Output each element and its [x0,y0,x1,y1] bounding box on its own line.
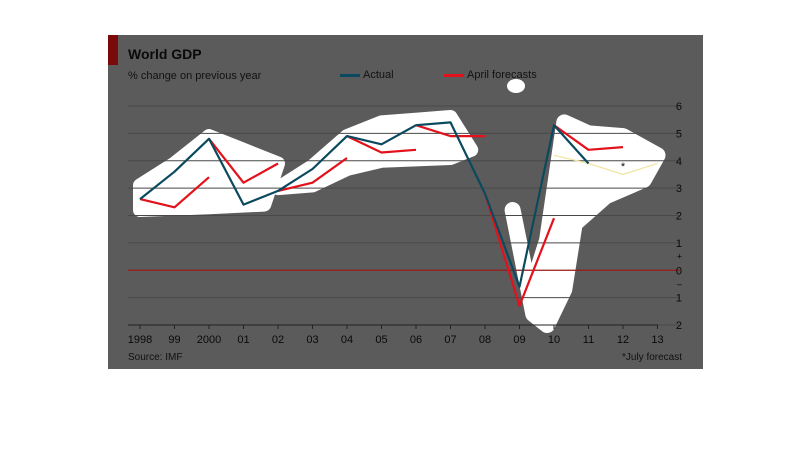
y-tick-label: 1 [676,238,682,250]
y-tick-label: 2 [676,320,682,332]
x-tick-label: 12 [617,334,629,346]
y-tick-label: 2 [676,211,682,223]
highlight-region-2 [271,110,479,196]
legend-item-april-forecasts: April forecasts [444,69,537,81]
series-line-actual [139,121,590,288]
series-line-april-forecast-2 [208,138,279,184]
x-tick-label: 08 [479,334,491,346]
y-tick-label: 1 [676,293,682,305]
highlight-region-3 [504,114,666,333]
y-tick-label: 4 [676,156,682,168]
y-tick-label: 6 [676,101,682,113]
legend-label-actual: Actual [363,69,394,81]
x-tick-label: 2000 [197,334,221,346]
x-tick-label: 02 [272,334,284,346]
x-tick-label: 99 [168,334,180,346]
x-tick-label: 07 [444,334,456,346]
y-sign-negative: – [677,279,682,289]
x-tick-label: 04 [341,334,353,346]
series-layer [139,121,658,307]
legend-label-april-forecasts: April forecasts [467,69,537,81]
series-line-april-forecast-6 [483,193,556,307]
y-tick-label: 0 [676,265,682,277]
x-tick-label: 05 [375,334,387,346]
x-tick-label: 06 [410,334,422,346]
highlight-layer [133,79,666,333]
series-line-april-forecast-1 [139,176,210,209]
y-axis-ticks: 6 5 4 3 2 1 0 1 2 + – [676,101,682,332]
highlight-spot [507,79,525,93]
x-axis-ticks: 1998 99 2000 01 02 03 04 05 06 07 08 09 10 11 12 13 [128,324,664,346]
footnote: *July forecast [622,352,683,363]
x-tick-label: 10 [548,334,560,346]
annotations: * [621,161,626,173]
legend-swatch-actual [340,73,360,77]
legend-swatch-april-forecasts [444,73,464,77]
x-tick-label: 09 [513,334,525,346]
y-tick-label: 5 [676,128,682,140]
series-line-april-forecast-7 [553,124,624,151]
x-tick-label: 01 [237,334,249,346]
series-line-april-forecast-4 [346,135,417,154]
annotation-asterisk: * [621,161,626,173]
accent-bar [108,35,118,65]
x-tick-label: 1998 [128,334,152,346]
x-tick-label: 11 [583,334,594,346]
chart-title: World GDP [128,46,202,62]
x-tick-label: 03 [306,334,318,346]
chart-subtitle: % change on previous year [128,70,262,82]
series-line-april-forecast-5 [415,124,485,138]
series-line-april-forecast-3 [277,157,348,192]
x-tick-label: 13 [651,334,663,346]
y-tick-label: 3 [676,183,682,195]
source-note: Source: IMF [128,352,183,363]
y-sign-positive: + [677,252,682,262]
series-line-july-forecast [553,154,658,176]
legend-item-actual: Actual [340,69,394,81]
